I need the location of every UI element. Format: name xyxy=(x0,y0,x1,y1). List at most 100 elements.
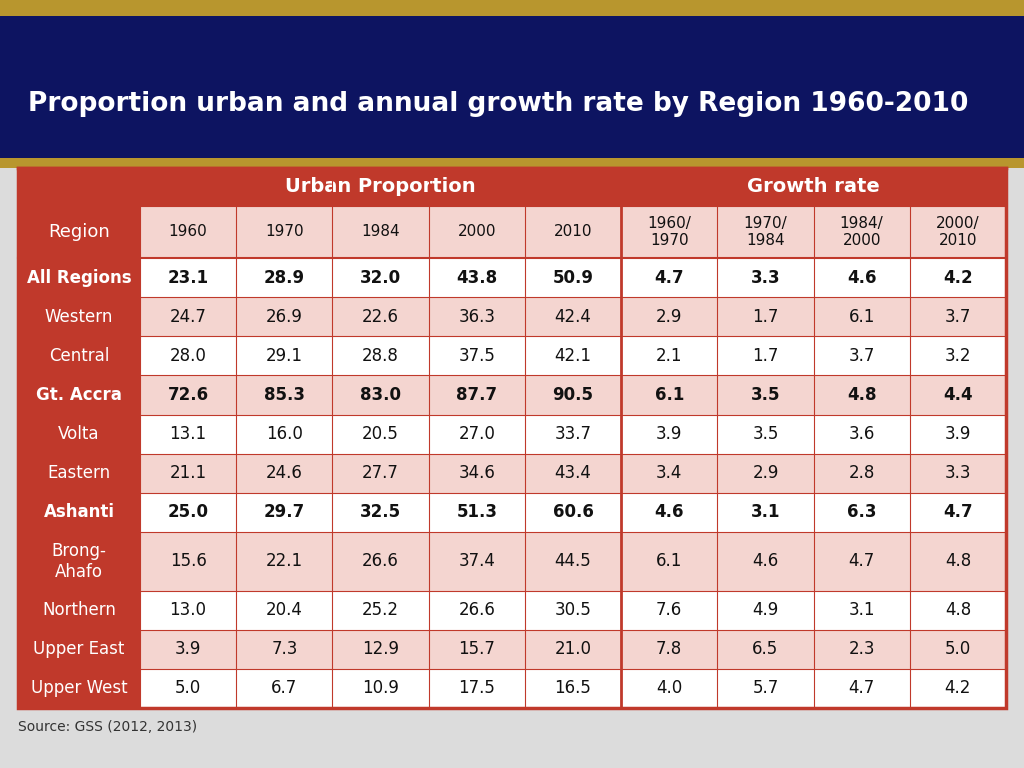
Text: 4.8: 4.8 xyxy=(945,601,971,619)
Text: 37.5: 37.5 xyxy=(459,347,496,365)
Bar xyxy=(525,206,622,258)
Bar xyxy=(18,258,140,297)
Text: 60.6: 60.6 xyxy=(553,503,594,521)
Bar xyxy=(909,591,1006,630)
Text: 50.9: 50.9 xyxy=(553,269,594,286)
Bar xyxy=(909,669,1006,708)
Bar xyxy=(622,493,718,532)
Bar xyxy=(718,206,813,258)
Bar xyxy=(909,493,1006,532)
Bar xyxy=(140,336,237,376)
Bar xyxy=(333,591,429,630)
Text: 5.0: 5.0 xyxy=(175,680,202,697)
Bar xyxy=(429,206,525,258)
Text: Northern: Northern xyxy=(42,601,116,619)
Text: 3.1: 3.1 xyxy=(751,503,780,521)
Bar xyxy=(237,415,333,454)
Bar xyxy=(0,16,1024,158)
Text: 36.3: 36.3 xyxy=(459,308,496,326)
Text: 26.6: 26.6 xyxy=(459,601,496,619)
Bar xyxy=(622,297,718,336)
Bar xyxy=(429,376,525,415)
Text: 16.5: 16.5 xyxy=(555,680,592,697)
Bar xyxy=(18,376,140,415)
Bar xyxy=(429,493,525,532)
Text: 28.0: 28.0 xyxy=(170,347,207,365)
Text: 1960: 1960 xyxy=(169,224,208,240)
Bar xyxy=(525,669,622,708)
Bar xyxy=(140,376,237,415)
Text: 72.6: 72.6 xyxy=(168,386,209,404)
Text: 34.6: 34.6 xyxy=(459,464,496,482)
Bar xyxy=(140,493,237,532)
Text: 21.0: 21.0 xyxy=(555,641,592,658)
Text: 4.7: 4.7 xyxy=(943,503,973,521)
Bar xyxy=(333,454,429,493)
Bar xyxy=(622,206,718,258)
Text: 28.9: 28.9 xyxy=(264,269,305,286)
Text: 2.9: 2.9 xyxy=(753,464,778,482)
Text: 2000/
2010: 2000/ 2010 xyxy=(936,216,980,248)
Text: 1984: 1984 xyxy=(361,224,399,240)
Bar xyxy=(813,258,909,297)
Bar xyxy=(429,669,525,708)
Bar xyxy=(18,532,140,591)
Text: 3.7: 3.7 xyxy=(849,347,874,365)
Text: 4.8: 4.8 xyxy=(945,552,971,571)
Bar xyxy=(429,454,525,493)
Bar xyxy=(333,336,429,376)
Text: 3.9: 3.9 xyxy=(175,641,202,658)
Bar xyxy=(140,669,237,708)
Text: 20.5: 20.5 xyxy=(362,425,399,443)
Text: Upper East: Upper East xyxy=(34,641,125,658)
Text: 3.9: 3.9 xyxy=(945,425,971,443)
Bar xyxy=(909,454,1006,493)
Text: 16.0: 16.0 xyxy=(266,425,303,443)
Text: 25.0: 25.0 xyxy=(168,503,209,521)
Bar xyxy=(237,206,333,258)
Bar xyxy=(718,258,813,297)
Bar xyxy=(813,630,909,669)
Bar xyxy=(333,297,429,336)
Bar xyxy=(718,493,813,532)
Bar xyxy=(237,258,333,297)
Bar xyxy=(813,669,909,708)
Text: 6.5: 6.5 xyxy=(753,641,778,658)
Text: Volta: Volta xyxy=(58,425,99,443)
Bar xyxy=(140,630,237,669)
Bar xyxy=(525,376,622,415)
Text: 1960/
1970: 1960/ 1970 xyxy=(647,216,691,248)
Bar xyxy=(237,454,333,493)
Text: 4.0: 4.0 xyxy=(656,680,682,697)
Text: 1970/
1984: 1970/ 1984 xyxy=(743,216,787,248)
Text: 90.5: 90.5 xyxy=(553,386,594,404)
Text: 4.6: 4.6 xyxy=(654,503,684,521)
Bar xyxy=(237,630,333,669)
Bar xyxy=(140,258,237,297)
Text: 26.6: 26.6 xyxy=(362,552,399,571)
Bar xyxy=(813,532,909,591)
Bar xyxy=(718,630,813,669)
Text: 4.7: 4.7 xyxy=(849,680,874,697)
Bar xyxy=(525,532,622,591)
Bar xyxy=(140,591,237,630)
Text: 3.4: 3.4 xyxy=(656,464,682,482)
Text: 4.2: 4.2 xyxy=(945,680,971,697)
Text: 20.4: 20.4 xyxy=(266,601,303,619)
Text: 2.8: 2.8 xyxy=(849,464,874,482)
Bar xyxy=(333,532,429,591)
Text: 2000: 2000 xyxy=(458,224,496,240)
Text: Growth rate: Growth rate xyxy=(748,177,880,197)
Bar xyxy=(18,297,140,336)
Bar xyxy=(429,336,525,376)
Bar xyxy=(333,376,429,415)
Bar xyxy=(429,415,525,454)
Text: Central: Central xyxy=(49,347,110,365)
Text: Proportion urban and annual growth rate by Region 1960-2010: Proportion urban and annual growth rate … xyxy=(28,91,969,117)
Text: 4.2: 4.2 xyxy=(943,269,973,286)
Text: Gt. Accra: Gt. Accra xyxy=(36,386,122,404)
Bar xyxy=(429,532,525,591)
Text: 29.1: 29.1 xyxy=(266,347,303,365)
Text: 3.5: 3.5 xyxy=(751,386,780,404)
Bar xyxy=(140,168,622,206)
